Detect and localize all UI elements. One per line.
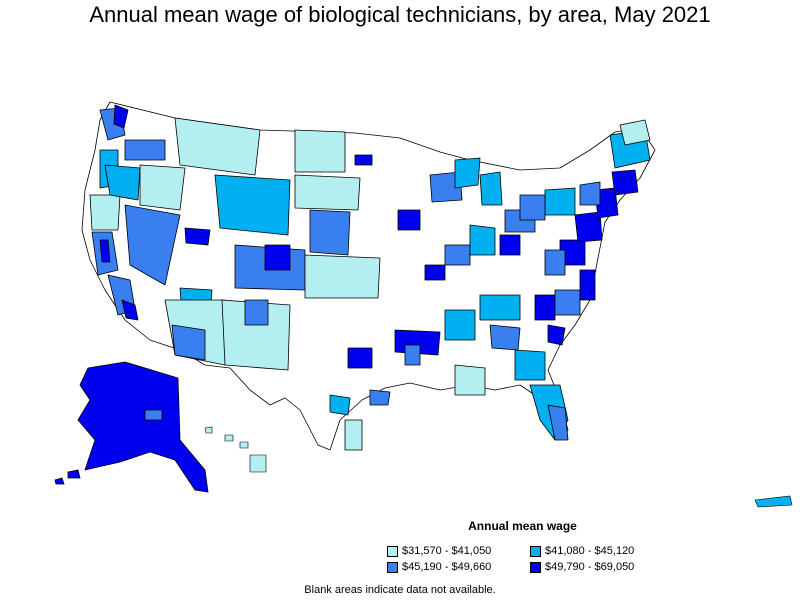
legend-item-3: $45,190 - $49,660 (387, 561, 491, 573)
map-title: Annual mean wage of biological technicia… (89, 2, 711, 27)
legend-item-2: $41,080 - $45,120 (530, 545, 634, 557)
legend-label-1: $31,570 - $41,050 (402, 545, 492, 557)
footnote: Blank areas indicate data not available. (304, 584, 496, 596)
legend-swatch-4 (530, 561, 541, 573)
legend-label-2: $41,080 - $45,120 (545, 545, 635, 557)
legend-label-4: $49,790 - $69,050 (545, 561, 635, 573)
legend-item-1: $31,570 - $41,050 (387, 545, 491, 557)
hawaii (204, 426, 267, 473)
legend-item-4: $49,790 - $69,050 (530, 561, 634, 573)
legend-swatch-2 (530, 545, 541, 557)
alaska (77, 361, 209, 493)
legend-title: Annual mean wage (468, 519, 577, 533)
puerto-rico (754, 495, 793, 508)
legend-label-3: $45,190 - $49,660 (402, 561, 492, 573)
legend-swatch-3 (387, 561, 398, 573)
legend-swatch-1 (387, 545, 398, 557)
